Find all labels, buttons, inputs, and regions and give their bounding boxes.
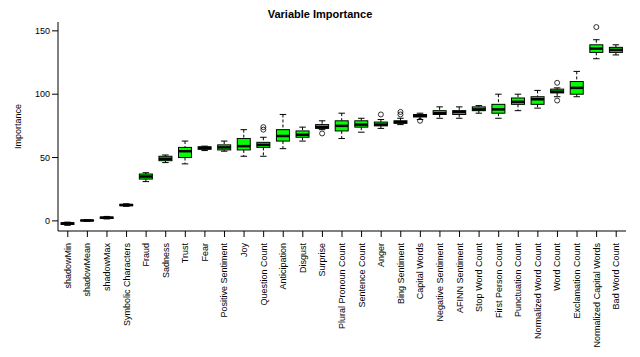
svg-text:150: 150 xyxy=(35,26,50,36)
svg-text:Question Count: Question Count xyxy=(259,243,269,306)
svg-text:Plural Pronoun Count: Plural Pronoun Count xyxy=(337,243,347,330)
svg-text:Bing Sentiment: Bing Sentiment xyxy=(396,243,406,305)
svg-text:Surprise: Surprise xyxy=(317,243,327,277)
svg-text:Anticipation: Anticipation xyxy=(278,243,288,290)
svg-text:Trust: Trust xyxy=(180,243,190,264)
svg-text:shadowMean: shadowMean xyxy=(82,243,92,297)
svg-text:50: 50 xyxy=(40,153,50,163)
svg-text:Fraud: Fraud xyxy=(141,243,151,267)
svg-text:Positive Sentiment: Positive Sentiment xyxy=(219,243,229,318)
svg-text:Symbolic Characters: Symbolic Characters xyxy=(122,243,132,327)
svg-text:shadowMax: shadowMax xyxy=(102,243,112,292)
svg-text:Exclamation Count: Exclamation Count xyxy=(572,243,582,319)
svg-text:Anger: Anger xyxy=(376,243,386,267)
svg-text:100: 100 xyxy=(35,89,50,99)
svg-text:Normalized Word Count: Normalized Word Count xyxy=(533,243,543,339)
svg-text:Joy: Joy xyxy=(239,243,249,258)
svg-text:Fear: Fear xyxy=(200,243,210,262)
svg-text:First Person Count: First Person Count xyxy=(494,243,504,319)
svg-text:shadowMin: shadowMin xyxy=(63,243,73,289)
svg-text:Word Count: Word Count xyxy=(552,243,562,291)
svg-text:Sentence Count: Sentence Count xyxy=(357,243,367,308)
svg-text:Sadness: Sadness xyxy=(161,243,171,279)
svg-text:Disgust: Disgust xyxy=(298,243,308,274)
svg-text:Stop Word Count: Stop Word Count xyxy=(474,243,484,312)
svg-text:0: 0 xyxy=(45,216,50,226)
svg-text:Importance: Importance xyxy=(13,104,23,149)
svg-text:Normalized Capital Words: Normalized Capital Words xyxy=(592,243,602,348)
svg-text:Punctuation Count: Punctuation Count xyxy=(513,243,523,318)
svg-text:AFINN Sentiment: AFINN Sentiment xyxy=(455,243,465,314)
svg-text:Negative Sentiment: Negative Sentiment xyxy=(435,243,445,322)
html-text:Variable Importance: Variable Importance xyxy=(267,8,373,20)
svg-text:Bad Word Count: Bad Word Count xyxy=(611,243,621,310)
svg-text:Capital Words: Capital Words xyxy=(415,243,425,300)
